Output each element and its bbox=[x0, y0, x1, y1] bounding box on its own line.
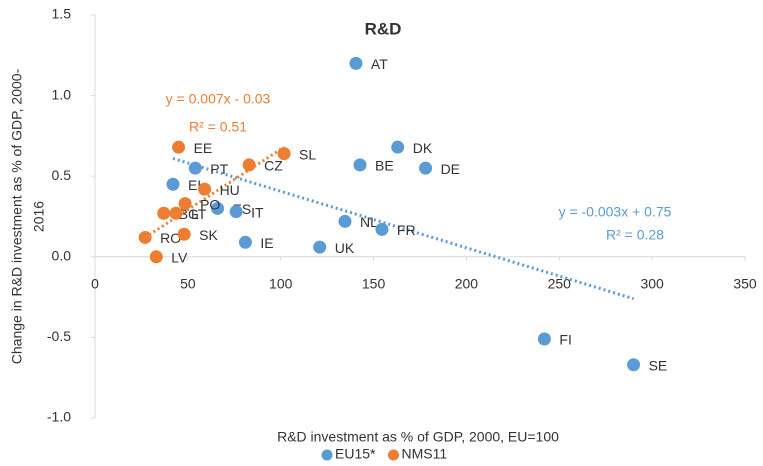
y-tick-label: -1.0 bbox=[47, 409, 71, 425]
y-tick-label: -0.5 bbox=[47, 328, 71, 344]
point-label: BG bbox=[179, 206, 199, 222]
y-axis-title: Change in R&D investment as % of GDP, 20… bbox=[9, 68, 25, 364]
x-tick-label: 300 bbox=[640, 276, 664, 292]
legend-marker bbox=[321, 449, 333, 461]
point bbox=[338, 214, 352, 228]
point bbox=[349, 56, 363, 70]
point-label: PT bbox=[210, 161, 228, 177]
point-label: UK bbox=[335, 240, 355, 256]
point bbox=[169, 206, 183, 220]
point bbox=[277, 147, 291, 161]
point bbox=[537, 332, 551, 346]
x-tick-label: 100 bbox=[269, 276, 293, 292]
y-tick-label: 1.5 bbox=[52, 6, 72, 22]
point bbox=[138, 230, 152, 244]
point bbox=[211, 201, 225, 215]
point bbox=[149, 250, 163, 264]
x-tick-label: 150 bbox=[362, 276, 386, 292]
point-label: LV bbox=[171, 250, 188, 266]
point-label: IE bbox=[260, 235, 273, 251]
point bbox=[238, 235, 252, 249]
point bbox=[375, 222, 389, 236]
legend-label: EU15* bbox=[335, 446, 376, 462]
point-label: CZ bbox=[264, 158, 283, 174]
point-label: DE bbox=[441, 161, 460, 177]
chart-title: R&D bbox=[365, 19, 402, 38]
point bbox=[198, 182, 212, 196]
point-label: AT bbox=[371, 56, 388, 72]
point-label: LT bbox=[191, 206, 207, 222]
y-axis-title: 2016 bbox=[31, 201, 47, 232]
x-tick-label: 0 bbox=[91, 276, 99, 292]
x-tick-label: 50 bbox=[180, 276, 196, 292]
point-label: EE bbox=[194, 140, 213, 156]
point bbox=[627, 358, 641, 372]
point-label: IT bbox=[251, 204, 264, 220]
legend-label: NMS11 bbox=[401, 446, 447, 462]
y-tick-label: 1.0 bbox=[52, 86, 72, 102]
point-label: HU bbox=[220, 182, 240, 198]
trendline bbox=[172, 157, 635, 301]
point bbox=[391, 140, 405, 154]
legend-marker bbox=[387, 449, 399, 461]
point-label: DK bbox=[413, 140, 433, 156]
trendline-r2: R² = 0.28 bbox=[606, 227, 664, 243]
point bbox=[177, 227, 191, 241]
point bbox=[157, 206, 171, 220]
point-label: BE bbox=[375, 158, 394, 174]
point bbox=[229, 205, 243, 219]
trendline-equation: y = 0.007x - 0.03 bbox=[166, 91, 271, 107]
point-label: SL bbox=[299, 146, 316, 162]
point-label: SE bbox=[649, 358, 668, 374]
point-label: PO bbox=[200, 196, 220, 212]
point bbox=[178, 197, 192, 211]
point-label: FR bbox=[397, 222, 416, 238]
x-axis-title: R&D investment as % of GDP, 2000, EU=100 bbox=[277, 429, 559, 445]
point-label: RO bbox=[160, 230, 181, 246]
y-tick-label: 0.5 bbox=[52, 167, 72, 183]
trendline-equation: y = -0.003x + 0.75 bbox=[559, 204, 672, 220]
point bbox=[242, 158, 256, 172]
point bbox=[313, 240, 327, 254]
point bbox=[172, 140, 186, 154]
x-tick-label: 350 bbox=[733, 276, 757, 292]
point bbox=[419, 161, 433, 175]
trendline-r2: R² = 0.51 bbox=[189, 119, 247, 135]
y-tick-label: 0.0 bbox=[52, 248, 72, 264]
point-label: NL bbox=[360, 214, 378, 230]
point bbox=[353, 158, 367, 172]
x-tick-label: 250 bbox=[548, 276, 572, 292]
x-tick-label: 200 bbox=[455, 276, 479, 292]
point bbox=[188, 161, 202, 175]
point-label: FI bbox=[559, 332, 571, 348]
point bbox=[166, 177, 180, 191]
point-label: SK bbox=[199, 227, 218, 243]
